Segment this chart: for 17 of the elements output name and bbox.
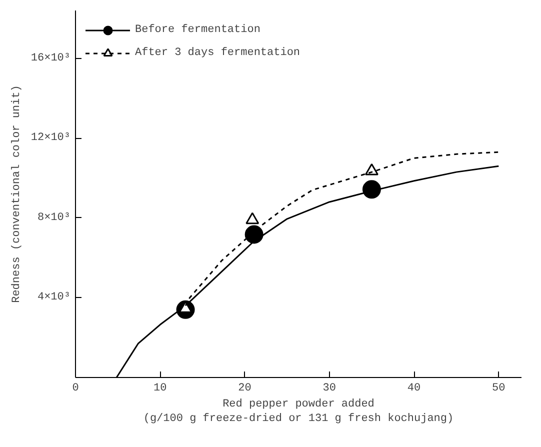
- y-axis-title: Redness (conventional color unit): [10, 85, 23, 303]
- legend-label: Before fermentation: [135, 24, 260, 36]
- legend-label: After 3 days fermentation: [135, 47, 300, 59]
- x-tick-label: 0: [72, 382, 79, 394]
- y-tick-label: 8×10³: [37, 212, 71, 224]
- x-tick-label: 30: [322, 382, 336, 394]
- x-tick-label: 20: [238, 382, 252, 394]
- point: [364, 163, 378, 176]
- point: [362, 180, 381, 199]
- x-axis-title: Red pepper powder added (g/100 g freeze-dried or 131 g fresh kochujang): [143, 398, 454, 425]
- x-tick-label: 50: [492, 382, 506, 394]
- y-tick-label: 16×10³: [30, 52, 71, 64]
- x-tick-label: 10: [154, 382, 167, 394]
- y-tick-label: 4×10³: [37, 292, 71, 304]
- y-tick-label: 12×10³: [30, 132, 71, 144]
- point: [246, 212, 260, 224]
- x-tick-label: 40: [407, 382, 421, 394]
